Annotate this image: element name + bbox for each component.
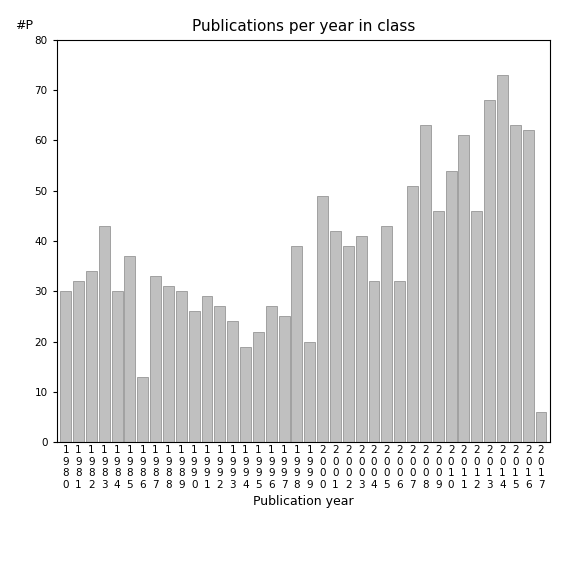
Bar [266,306,277,442]
Bar [394,281,405,442]
Bar [60,291,71,442]
Bar [420,125,431,442]
X-axis label: Publication year: Publication year [253,496,354,509]
Bar [163,286,174,442]
Bar [150,276,161,442]
Bar [343,246,354,442]
Bar [330,231,341,442]
Bar [227,321,238,442]
Bar [253,332,264,442]
Bar [86,271,97,442]
Bar [523,130,534,442]
Bar [317,196,328,442]
Bar [278,316,290,442]
Bar [214,306,225,442]
Bar [304,341,315,442]
Bar [125,256,136,442]
Bar [407,185,418,442]
Bar [497,75,508,442]
Bar [291,246,302,442]
Bar [446,171,456,442]
Bar [382,226,392,442]
Bar [471,211,482,442]
Bar [484,100,495,442]
Bar [459,136,469,442]
Bar [510,125,521,442]
Bar [536,412,547,442]
Bar [433,211,444,442]
Bar [201,297,213,442]
Bar [369,281,379,442]
Text: #P: #P [15,19,33,32]
Bar [240,346,251,442]
Bar [176,291,187,442]
Bar [356,236,367,442]
Bar [189,311,200,442]
Bar [112,291,122,442]
Title: Publications per year in class: Publications per year in class [192,19,415,35]
Bar [99,226,109,442]
Bar [73,281,84,442]
Bar [137,377,148,442]
